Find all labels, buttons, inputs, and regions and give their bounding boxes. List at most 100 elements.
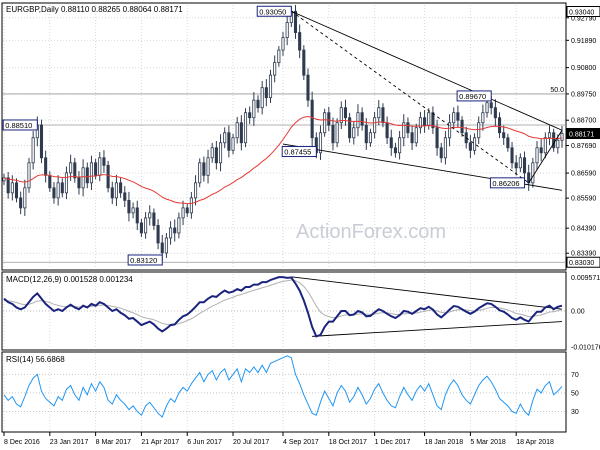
- candle-body: [94, 162, 98, 176]
- candle-body: [423, 117, 427, 126]
- candle-body: [298, 32, 302, 51]
- candle-body: [481, 112, 485, 124]
- candle-body: [293, 10, 298, 33]
- price-label: 0.83120: [130, 256, 157, 265]
- candle-body: [364, 124, 368, 144]
- y-tick-label: 0.87690: [571, 143, 596, 150]
- candle-body: [48, 174, 52, 189]
- candle-body: [56, 182, 60, 199]
- candle-body: [6, 177, 10, 194]
- candle-body: [510, 147, 514, 164]
- candle-body: [273, 62, 277, 76]
- rsi-y-tick-label: 70: [571, 372, 579, 379]
- candle-body: [119, 182, 123, 194]
- y-tick-label: 0.88700: [571, 118, 596, 125]
- candle-body: [69, 162, 73, 174]
- candle-body: [23, 187, 27, 209]
- price-badge: 0.83030: [569, 260, 594, 267]
- candle-body: [39, 124, 44, 159]
- candle-body: [452, 112, 456, 124]
- candle-body: [543, 137, 547, 154]
- x-tick-label: 4 Sep 2017: [283, 439, 319, 446]
- candle-body: [198, 162, 202, 184]
- y-tick-label: 0.92790: [571, 15, 596, 22]
- candle-body: [493, 107, 497, 119]
- candle-body: [27, 162, 31, 189]
- macd-y-tick-label: -0.010176: [571, 344, 600, 351]
- candle-body: [181, 207, 185, 219]
- price-moving-average: [3, 115, 563, 205]
- y-tick-label: 0.85590: [571, 196, 596, 203]
- y-tick-label: 0.90800: [571, 65, 596, 72]
- candle-body: [477, 122, 481, 139]
- candle-body: [360, 112, 364, 126]
- candle-body: [418, 117, 422, 129]
- y-tick-label: 0.86590: [571, 171, 596, 178]
- rsi-title: RSI(14) 56.6868: [6, 355, 65, 364]
- candle-body: [123, 192, 127, 201]
- candle-body: [539, 147, 543, 154]
- candle-body: [410, 132, 414, 144]
- candle-body: [152, 212, 156, 226]
- price-label: 0.93050: [259, 7, 286, 16]
- candle-body: [144, 217, 148, 234]
- candle-body: [214, 147, 218, 164]
- price-badge-box: [566, 6, 600, 18]
- candle-body: [402, 122, 406, 139]
- candle-body: [31, 137, 35, 164]
- candle-body: [139, 222, 143, 234]
- candle-body: [456, 112, 460, 121]
- candle-body: [464, 132, 468, 144]
- candle-body: [506, 137, 510, 149]
- candle-body: [106, 164, 110, 189]
- candle-body: [318, 132, 323, 154]
- macd-y-tick-label: 0.00: [571, 309, 585, 316]
- macd-title: MACD(12,26,9) 0.001528 0.001234: [6, 275, 133, 284]
- candle-body: [552, 132, 556, 149]
- candle-body: [427, 112, 431, 126]
- candle-body: [235, 122, 239, 139]
- candle-body: [248, 112, 252, 119]
- candle-body: [339, 107, 343, 124]
- candle-body: [264, 87, 268, 99]
- price-label-box: [281, 146, 317, 158]
- x-tick-label: 21 Apr 2017: [141, 439, 179, 446]
- candle-body: [356, 112, 360, 129]
- price-title: EURGBP,Daily 0.88110 0.88265 0.88064 0.8…: [6, 5, 183, 14]
- candle-body: [373, 117, 377, 134]
- candle-body: [556, 139, 560, 149]
- trend-line: [528, 129, 563, 184]
- candle-body: [148, 212, 152, 219]
- candle-body: [73, 162, 77, 179]
- candle-body: [535, 147, 539, 164]
- candle-body: [60, 182, 64, 194]
- candle-body: [169, 227, 173, 239]
- candle-body: [331, 124, 335, 144]
- candle-body: [460, 119, 464, 134]
- candle-body: [102, 157, 106, 166]
- candle-body: [285, 22, 289, 38]
- price-right-badges: 0.93040 0.88171 0.83030: [566, 6, 600, 268]
- y-tick-label: 0.91890: [571, 38, 596, 45]
- candle-body: [164, 237, 168, 254]
- candle-body: [239, 122, 243, 144]
- candle-body: [281, 37, 285, 51]
- candle-body: [327, 112, 331, 126]
- rsi-y-axis: 70 50 30: [571, 372, 579, 416]
- candle-body: [435, 127, 439, 149]
- candle-body: [431, 112, 435, 129]
- candle-body: [210, 147, 214, 159]
- candle-body: [10, 182, 14, 194]
- macd-y-tick-label: 0.009571: [571, 275, 600, 282]
- x-tick-label: 5 Mar 2018: [470, 439, 506, 446]
- candle-body: [335, 122, 339, 144]
- candle-body: [277, 49, 281, 64]
- candle-body: [268, 74, 273, 99]
- x-tick-label: 18 Oct 2017: [329, 439, 367, 446]
- price-label: 0.86206: [492, 179, 519, 188]
- candle-body: [189, 197, 193, 214]
- candle-body: [443, 137, 447, 159]
- price-badge-box: [566, 256, 600, 268]
- rsi-y-tick-label: 50: [571, 390, 579, 397]
- price-badge: 0.93040: [569, 10, 594, 17]
